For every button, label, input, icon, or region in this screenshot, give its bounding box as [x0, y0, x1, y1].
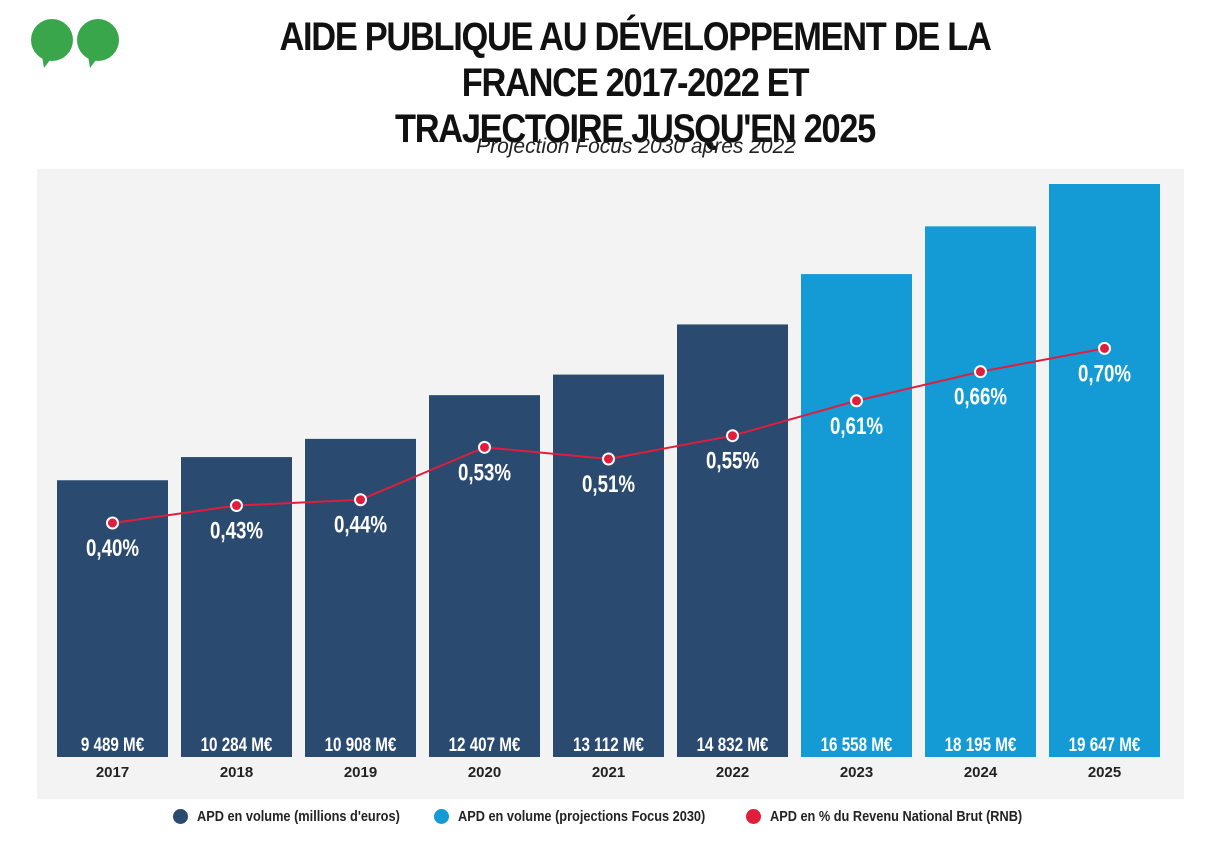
- rnb-label-2025: 0,70%: [1078, 360, 1131, 387]
- x-tick-label-2021: 2021: [592, 764, 625, 781]
- x-tick-label-2017: 2017: [96, 764, 129, 781]
- bar-2021: [553, 374, 664, 757]
- bar-value-label-2020: 12 407 M€: [449, 733, 521, 755]
- rnb-point-2017: [106, 516, 119, 530]
- x-tick-label-2020: 2020: [468, 764, 501, 781]
- bar-2022: [677, 324, 788, 757]
- bar-value-label-2021: 13 112 M€: [573, 733, 644, 755]
- x-tick-label-2024: 2024: [964, 764, 998, 781]
- legend-label-rnb: APD en % du Revenu National Brut (RNB): [770, 808, 1023, 825]
- x-tick-label-2019: 2019: [344, 764, 377, 781]
- x-tick-label-2018: 2018: [220, 764, 253, 781]
- bar-value-label-2023: 16 558 M€: [821, 733, 893, 755]
- chart-subtitle: Projection Focus 2030 après 2022: [476, 135, 796, 158]
- legend: APD en volume (millions d'euros) APD en …: [0, 808, 1207, 825]
- legend-label-volume: APD en volume (millions d'euros): [196, 808, 400, 825]
- x-tick-label-2025: 2025: [1088, 764, 1121, 781]
- chart-title-line1: AIDE PUBLIQUE AU DÉVELOPPEMENT DE LA FRA…: [279, 15, 991, 105]
- bar-value-label-2024: 18 195 M€: [945, 733, 1017, 755]
- rnb-point-2019: [354, 493, 367, 507]
- rnb-label-2017: 0,40%: [86, 535, 139, 562]
- x-tick-label-2023: 2023: [840, 764, 873, 781]
- rnb-label-2022: 0,55%: [706, 448, 759, 475]
- legend-swatch-projection: [433, 809, 449, 824]
- bar-2019: [305, 438, 416, 757]
- rnb-label-2023: 0,61%: [830, 413, 883, 440]
- rnb-label-2018: 0,43%: [210, 517, 263, 544]
- quote-logo-icon: [31, 19, 119, 68]
- rnb-label-2024: 0,66%: [954, 383, 1007, 410]
- rnb-point-2018: [230, 499, 243, 513]
- legend-item-projection: APD en volume (projections Focus 2030): [433, 808, 725, 825]
- rnb-point-2020: [478, 440, 491, 454]
- bar-value-label-2018: 10 284 M€: [201, 733, 273, 755]
- bar-value-label-2022: 14 832 M€: [697, 733, 769, 755]
- rnb-point-2023: [850, 394, 863, 408]
- bar-value-label-2017: 9 489 M€: [81, 733, 145, 755]
- legend-swatch-rnb: [746, 809, 762, 824]
- legend-swatch-volume: [172, 809, 188, 824]
- bar-value-label-2025: 19 647 M€: [1069, 733, 1141, 755]
- legend-item-rnb: APD en % du Revenu National Brut (RNB): [746, 808, 1043, 825]
- rnb-point-2021: [602, 452, 615, 466]
- rnb-point-2025: [1098, 341, 1111, 355]
- legend-label-projection: APD en volume (projections Focus 2030): [457, 808, 705, 825]
- rnb-label-2021: 0,51%: [582, 471, 635, 498]
- bar-2024: [925, 226, 1036, 757]
- bar-value-label-2019: 10 908 M€: [325, 733, 397, 755]
- rnb-label-2020: 0,53%: [458, 459, 511, 486]
- chart-title-line2: TRAJECTOIRE JUSQU'EN 2025: [395, 107, 876, 151]
- bar-2025: [1049, 184, 1160, 757]
- bar-2023: [801, 274, 912, 757]
- x-tick-label-2022: 2022: [716, 764, 749, 781]
- rnb-point-2022: [726, 429, 739, 443]
- legend-item-volume: APD en volume (millions d'euros): [172, 808, 412, 825]
- rnb-point-2024: [974, 365, 987, 379]
- bar-2020: [429, 395, 540, 757]
- rnb-label-2019: 0,44%: [334, 512, 387, 539]
- chart-title: AIDE PUBLIQUE AU DÉVELOPPEMENT DE LA FRA…: [209, 14, 1060, 152]
